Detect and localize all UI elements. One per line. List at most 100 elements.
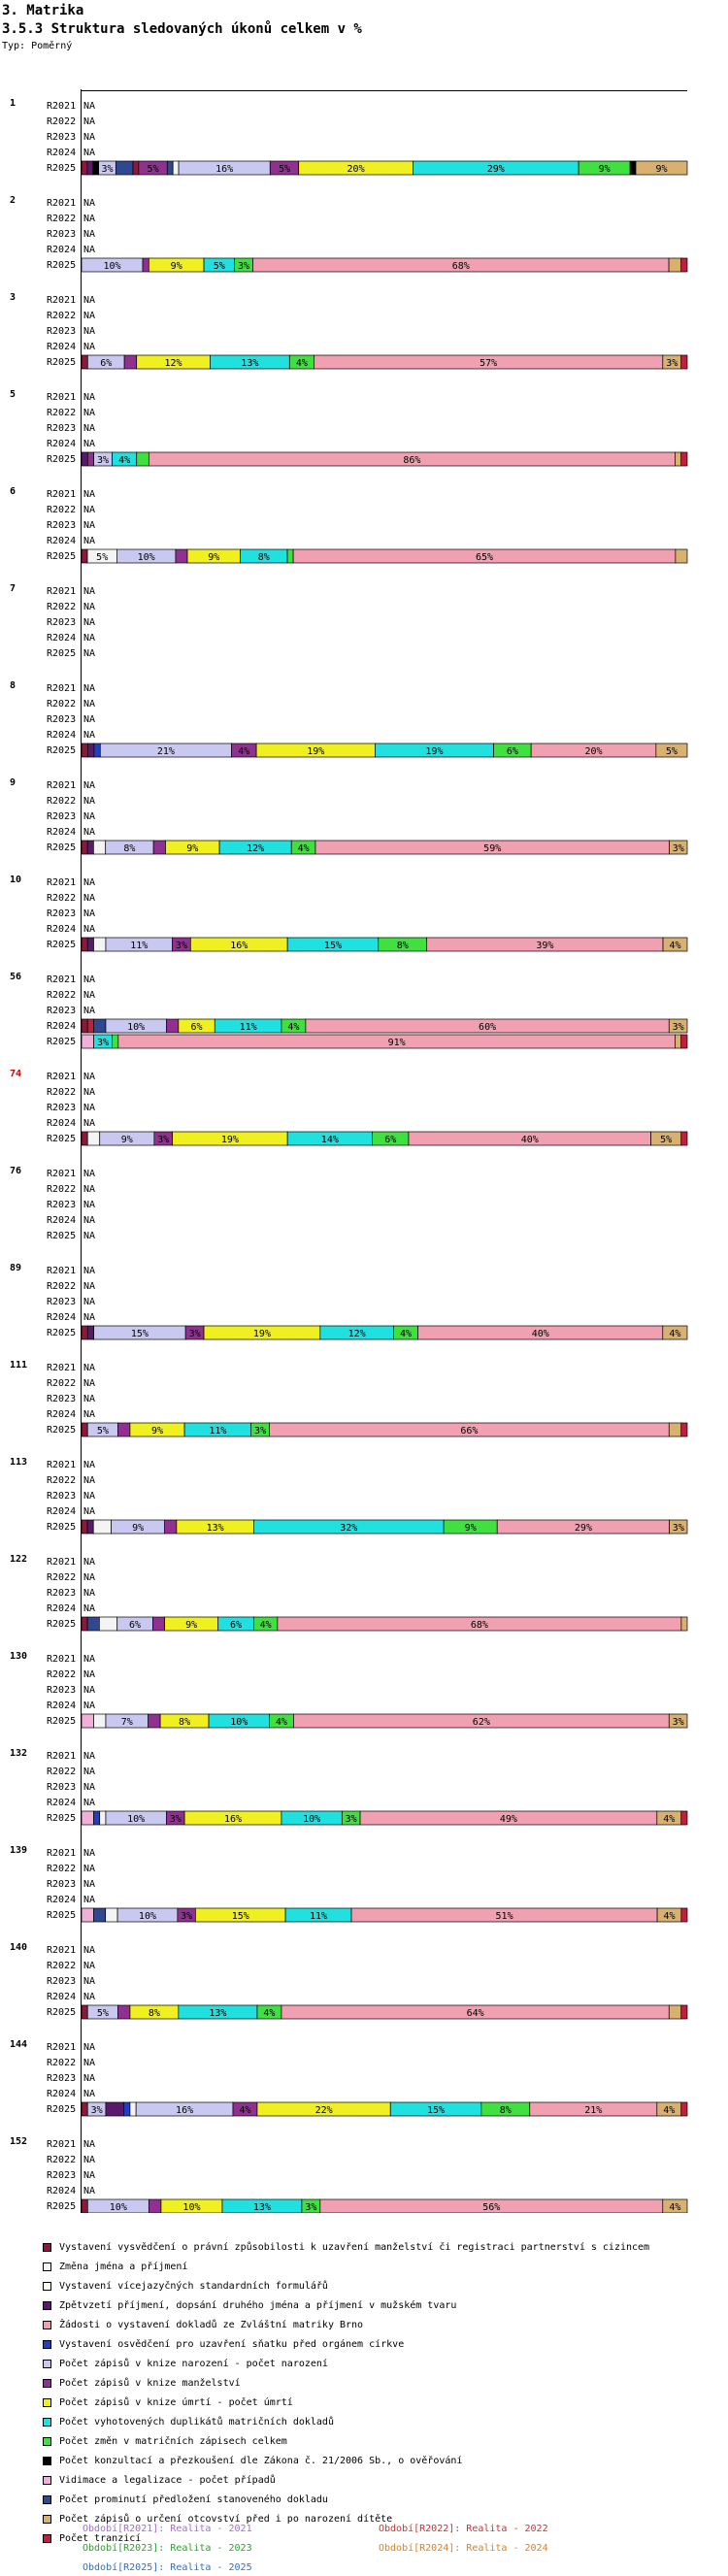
year-label: R2021 <box>47 1654 76 1665</box>
year-label: R2025 <box>47 842 76 853</box>
legend-label: Vystavení osvědčení pro uzavření sňatku … <box>59 2338 405 2350</box>
year-label: R2023 <box>47 617 76 628</box>
year-label: R2021 <box>47 1169 76 1179</box>
bar-segment <box>86 1018 94 1034</box>
na-label: NA <box>83 1654 95 1665</box>
bar-segment <box>81 1034 94 1049</box>
na-label: NA <box>83 229 95 240</box>
year-label: R2024 <box>47 342 76 352</box>
group-label: 89 <box>10 1263 21 1273</box>
na-label: NA <box>83 1378 95 1389</box>
na-label: NA <box>83 2170 95 2181</box>
year-label: R2022 <box>47 214 76 224</box>
data-label: 49% <box>500 1814 517 1825</box>
bar-segment <box>92 1519 112 1535</box>
na-label: NA <box>83 1945 95 1956</box>
data-label: 3% <box>176 941 187 951</box>
bar-segment <box>105 2101 125 2117</box>
na-label: NA <box>83 827 95 838</box>
data-label: 9% <box>132 1523 144 1534</box>
data-label: 40% <box>532 1329 549 1339</box>
bar-segment <box>86 1325 94 1340</box>
year-label: R2024 <box>47 1215 76 1226</box>
group-label: 56 <box>10 972 21 982</box>
bar-segment <box>86 1616 100 1632</box>
bar-segment <box>86 840 94 855</box>
data-label: 8% <box>500 2105 512 2116</box>
report-header: 3. Matrika 3.5.3 Struktura sledovaných ú… <box>2 2 362 54</box>
bar-segment <box>152 840 166 855</box>
bar-segment <box>148 1713 161 1729</box>
bar-segment <box>93 1713 107 1729</box>
bar-segment <box>142 257 149 273</box>
na-label: NA <box>83 1976 95 1987</box>
year-label: R2022 <box>47 1767 76 1777</box>
bar-segment <box>655 743 688 758</box>
year-label: R2024 <box>47 1409 76 1420</box>
year-label: R2025 <box>47 1716 76 1727</box>
bar-segment <box>81 1131 88 1146</box>
data-label: 4% <box>118 455 130 466</box>
year-label: R2024 <box>47 1701 76 1711</box>
year-label: R2025 <box>47 1910 76 1921</box>
data-label: 66% <box>460 1426 478 1437</box>
year-label: R2021 <box>47 780 76 791</box>
year-label: R2022 <box>47 602 76 612</box>
data-label: 9% <box>186 843 198 854</box>
bar-segment <box>81 840 88 855</box>
group-label: 10 <box>10 875 21 885</box>
year-label: R2022 <box>47 1475 76 1486</box>
year-label: R2025 <box>47 1134 76 1144</box>
group-label: 7 <box>10 583 16 594</box>
data-label: 29% <box>487 164 505 175</box>
year-label: R2022 <box>47 1184 76 1195</box>
year-label: R2021 <box>47 1363 76 1373</box>
na-label: NA <box>83 714 95 725</box>
na-label: NA <box>83 1572 95 1583</box>
data-label: 4% <box>260 1620 272 1631</box>
stacked-bar-chart: 1 R2021 NA R2022 NA R2023 NA R2024 NA R2025 3% 5% 16… <box>10 89 688 2213</box>
na-label: NA <box>83 245 95 255</box>
na-label: NA <box>83 1557 95 1568</box>
bar-segment <box>680 1422 688 1437</box>
bar-segment <box>680 1810 688 1826</box>
legend-item: Počet zápisů v knize manželství <box>43 2375 241 2391</box>
bar-segment <box>86 1519 94 1535</box>
group-label: 113 <box>10 1457 27 1468</box>
data-label: 19% <box>253 1329 271 1339</box>
legend-swatch <box>43 2339 51 2349</box>
na-label: NA <box>83 1798 95 1808</box>
year-label: R2023 <box>47 1685 76 1696</box>
legend-item: Vystavení vícejazyčných standardních for… <box>43 2278 328 2294</box>
legend-swatch <box>43 2281 51 2291</box>
data-label: 6% <box>129 1620 141 1631</box>
na-label: NA <box>83 1363 95 1373</box>
bar-segment <box>93 743 101 758</box>
chart-title: 3.5.3 Struktura sledovaných úkonů celkem… <box>2 21 362 37</box>
year-label: R2022 <box>47 1669 76 1680</box>
bar-segment <box>117 2004 131 2020</box>
data-label: 5% <box>96 552 108 563</box>
group-label: 1 <box>10 98 16 109</box>
year-label: R2021 <box>47 1848 76 1859</box>
year-label: R2025 <box>47 648 76 659</box>
bar-segment <box>680 1034 688 1049</box>
na-label: NA <box>83 2139 95 2150</box>
bar-segment <box>675 451 682 467</box>
data-label: 68% <box>471 1620 488 1631</box>
year-label: R2023 <box>47 520 76 531</box>
year-label: R2022 <box>47 1572 76 1583</box>
na-label: NA <box>83 1215 95 1226</box>
legend-label: Vystavení vícejazyčných standardních for… <box>59 2280 328 2292</box>
data-label: 16% <box>230 941 248 951</box>
na-label: NA <box>83 295 95 306</box>
data-label: 9% <box>599 164 611 175</box>
bar-segment <box>115 160 134 176</box>
bar-segment <box>86 451 94 467</box>
bar-segment <box>668 257 682 273</box>
year-label: R2021 <box>47 198 76 209</box>
bar-segment <box>680 1131 688 1146</box>
bar-segment <box>81 2004 88 2020</box>
data-label: 56% <box>482 2202 500 2213</box>
year-label: R2023 <box>47 229 76 240</box>
